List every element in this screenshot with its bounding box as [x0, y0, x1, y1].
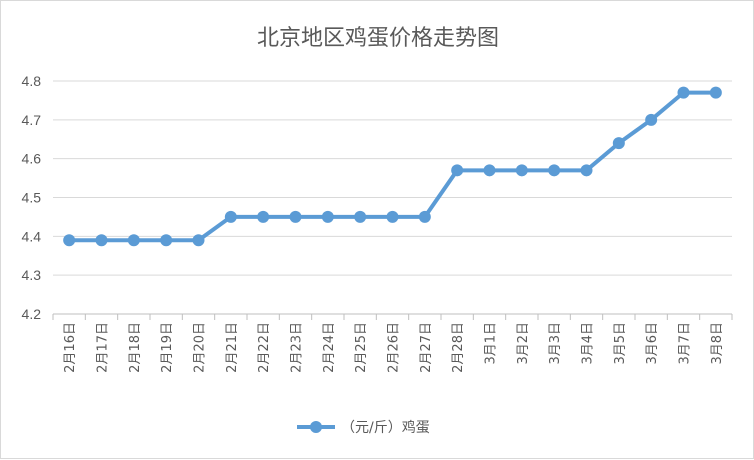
- x-tick-label: 3月6日: [645, 322, 660, 365]
- data-point: [63, 234, 76, 247]
- x-tick-label: 2月27日: [419, 322, 434, 373]
- data-point: [289, 210, 302, 223]
- data-point: [645, 113, 658, 126]
- y-tick-label: 4.4: [22, 228, 42, 244]
- x-axis: 2月16日 2月17日 2月18日 2月19日 2月20日 2月21日 2月22日 2月23日…: [52, 314, 733, 373]
- x-tick-label: 2月25日: [354, 322, 369, 373]
- data-point: [354, 210, 367, 223]
- data-point: [483, 164, 496, 177]
- series-layer: [63, 86, 722, 247]
- gridlines: [53, 80, 732, 315]
- x-tick-label: 2月26日: [387, 322, 402, 373]
- x-tick-label: 3月7日: [678, 322, 693, 365]
- data-point: [709, 86, 722, 99]
- data-point: [224, 210, 237, 223]
- legend: （元/斤）鸡蛋: [297, 419, 430, 436]
- y-tick-label: 4.6: [22, 151, 42, 167]
- x-tick-label: 2月17日: [96, 322, 111, 373]
- x-tick-label: 2月20日: [193, 322, 208, 373]
- legend-marker-swatch: [310, 421, 322, 433]
- data-point: [515, 164, 528, 177]
- data-point: [451, 164, 464, 177]
- x-tick-label: 2月28日: [451, 322, 466, 373]
- data-point: [257, 210, 270, 223]
- data-point: [418, 210, 431, 223]
- x-tick-label: 2月22日: [257, 322, 272, 373]
- x-tick-label: 3月3日: [548, 322, 563, 365]
- x-tick-label: 2月18日: [128, 322, 143, 373]
- y-tick-label: 4.2: [22, 306, 42, 322]
- data-point: [386, 210, 399, 223]
- x-tick-label: 3月2日: [516, 322, 531, 365]
- x-tick-label: 3月8日: [710, 322, 725, 365]
- y-tick-label: 4.8: [22, 73, 42, 89]
- x-tick-label: 3月5日: [613, 322, 628, 365]
- data-point: [192, 234, 205, 247]
- x-tick-label: 2月16日: [63, 322, 78, 373]
- x-tick-label: 2月23日: [290, 322, 305, 373]
- x-tick-label: 3月1日: [484, 322, 499, 365]
- y-tick-label: 4.3: [22, 267, 42, 283]
- x-tick-label: 2月24日: [322, 322, 337, 373]
- data-point: [612, 137, 625, 150]
- data-point: [127, 234, 140, 247]
- data-point: [580, 164, 593, 177]
- data-point: [95, 234, 108, 247]
- data-point: [548, 164, 561, 177]
- x-tick-label: 2月19日: [160, 322, 175, 373]
- y-axis: 4.2 4.3 4.4 4.5 4.6 4.7 4.8: [22, 73, 42, 322]
- legend-label: （元/斤）鸡蛋: [341, 419, 430, 436]
- x-tick-label: 3月4日: [581, 322, 596, 365]
- y-tick-label: 4.7: [22, 112, 42, 128]
- x-tick-label: 2月21日: [225, 322, 240, 373]
- y-tick-label: 4.5: [22, 190, 42, 206]
- data-point: [677, 86, 690, 99]
- chart-title: 北京地区鸡蛋价格走势图: [257, 26, 499, 51]
- data-point: [321, 210, 334, 223]
- data-point: [160, 234, 173, 247]
